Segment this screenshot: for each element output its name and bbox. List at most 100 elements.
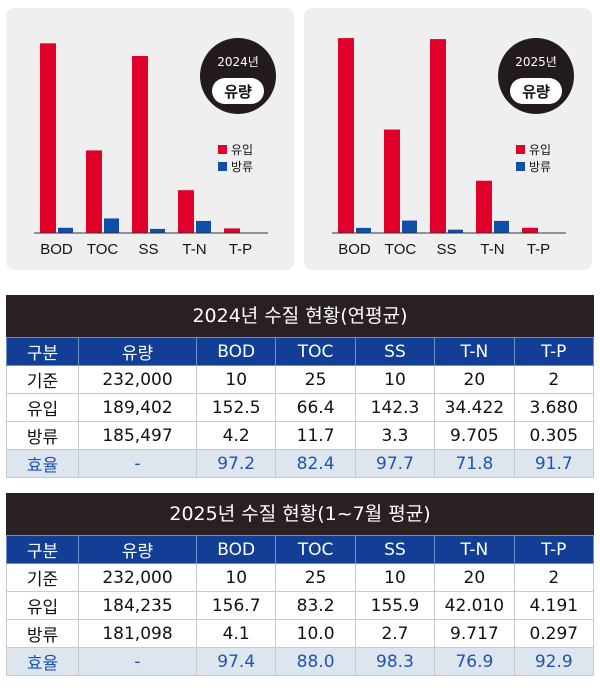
bar-방류-T-N [196,220,211,233]
table-row: 유입 189,402 152.5 66.4 142.3 34.422 3.680 [6,393,595,422]
table-cell: 142.3 [354,393,436,422]
x-tick-label: TOC [87,241,119,258]
header-cell: BOD [195,337,277,366]
table-cell: 66.4 [275,393,356,422]
row-label: 효율 [6,647,79,676]
legend-swatch [516,162,525,171]
legend-label: 방류 [529,160,551,174]
bar-유입-SS [132,56,148,233]
row-label: 기준 [6,365,79,394]
bar-유입-BOD [40,43,56,233]
header-cell: TOC [275,535,356,564]
table-cell: 20 [434,563,515,592]
table-cell: 98.3 [354,647,436,676]
legend-label: 유입 [529,143,551,157]
table-cell: - [78,647,197,676]
table-cell: 4.2 [195,421,277,450]
row-label: 효율 [6,449,79,478]
legend-swatch [218,162,227,171]
legend-label: 유입 [231,143,253,157]
table-cell: 42.010 [434,591,515,620]
header-cell: TOC [275,337,356,366]
table-cell: 156.7 [195,591,277,620]
header-cell: 유량 [78,535,197,564]
table-cell: 4.1 [195,619,277,648]
legend-swatch [516,145,525,154]
table-cell: 181,098 [78,619,197,648]
table-cell: 82.4 [275,449,356,478]
table-cell: 11.7 [275,421,356,450]
bar-방류-BOD [356,227,371,233]
table-cell: 25 [275,365,356,394]
efficiency-row: 효율 - 97.2 82.4 97.7 71.8 91.7 [6,449,595,478]
x-tick-label: TOC [385,241,417,258]
header-cell: T-P [513,337,595,366]
header-row: 구분 유량 BOD TOC SS T-N T-P [6,337,595,366]
header-cell: T-N [434,337,515,366]
badge-year: 2025년 [515,55,557,69]
table-cell: 76.9 [434,647,515,676]
table-cell: 92.9 [513,647,595,676]
bar-방류-T-N [494,220,509,233]
bar-유입-T-N [476,180,492,233]
table-row: 유입 184,235 156.7 83.2 155.9 42.010 4.191 [6,591,595,620]
header-cell: SS [354,337,436,366]
header-cell: 구분 [6,337,79,366]
table-cell: 3.3 [354,421,436,450]
x-tick-label: T-N [182,241,206,258]
bar-방류-TOC [402,220,417,233]
badge-pill [212,78,264,104]
table-2024: 2024년 수질 현황(연평균) 구분 유량 BOD TOC SS T-N T-… [6,295,595,478]
bar-방류-SS [150,228,165,233]
table-cell: 155.9 [354,591,436,620]
bar-유입-T-P [522,227,538,233]
table-cell: 91.7 [513,449,595,478]
table-cell: 25 [275,563,356,592]
table-cell: 10 [354,563,436,592]
table-cell: 97.4 [195,647,277,676]
chart-panel-2024: BOD TOC SS T-N T-P 2024년 유량 유입 방류 [6,8,294,270]
row-label: 유입 [6,591,79,620]
bar-유입-T-N [178,190,194,233]
table-cell: 9.717 [434,619,515,648]
table-cell: 20 [434,365,515,394]
badge-metric: 유량 [522,83,550,101]
table-cell: 2 [513,563,595,592]
table-row: 기준 232,000 10 25 10 20 2 [6,563,595,592]
bar-유입-TOC [384,129,400,233]
legend-swatch [218,145,227,154]
table-cell: 232,000 [78,563,197,592]
table-cell: 34.422 [434,393,515,422]
x-tick-label: BOD [40,241,73,258]
table-cell: 3.680 [513,393,595,422]
legend-label: 방류 [231,160,253,174]
table-cell: 0.305 [513,421,595,450]
table-title: 2025년 수질 현황(1~7월 평균) [6,493,594,535]
row-label: 기준 [6,563,79,592]
header-row: 구분 유량 BOD TOC SS T-N T-P [6,535,595,564]
table-cell: 10 [195,365,277,394]
data-table: 구분 유량 BOD TOC SS T-N T-P 기준 232,000 10 2… [6,337,595,478]
data-table: 구분 유량 BOD TOC SS T-N T-P 기준 232,000 10 2… [6,535,595,676]
table-cell: 2 [513,365,595,394]
table-cell: 189,402 [78,393,197,422]
table-title: 2024년 수질 현황(연평균) [6,295,594,337]
bar-유입-T-P [224,228,240,233]
table-cell: 10.0 [275,619,356,648]
table-cell: 2.7 [354,619,436,648]
table-row: 방류 185,497 4.2 11.7 3.3 9.705 0.305 [6,421,595,450]
table-cell: 97.2 [195,449,277,478]
x-tick-label: BOD [338,241,371,258]
table-2025: 2025년 수질 현황(1~7월 평균) 구분 유량 BOD TOC SS T-… [6,493,595,676]
badge-metric: 유량 [224,83,252,101]
table-cell: 88.0 [275,647,356,676]
x-tick-label: SS [436,241,456,258]
bar-유입-BOD [338,38,354,234]
bar-방류-BOD [58,227,73,233]
table-cell: - [78,449,197,478]
row-label: 방류 [6,421,79,450]
table-cell: 232,000 [78,365,197,394]
badge-year: 2024년 [217,55,259,69]
